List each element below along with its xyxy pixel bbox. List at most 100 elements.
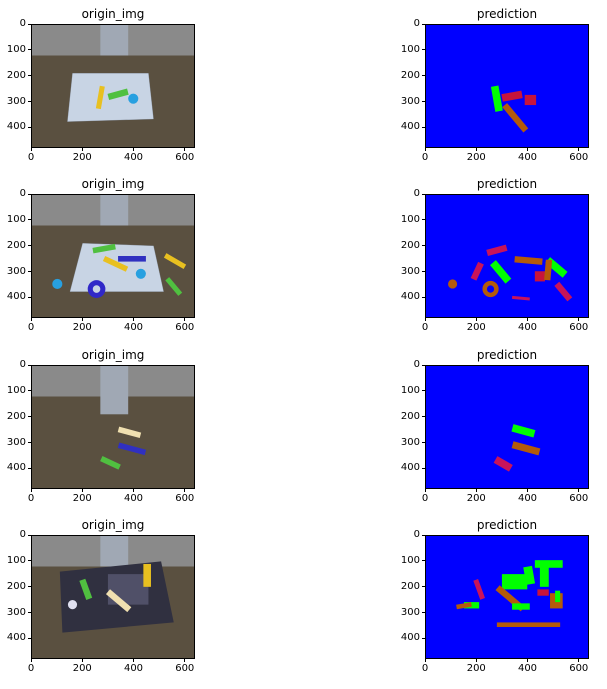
- prediction-mask-row-3: [425, 365, 589, 489]
- y-tick-label: 400: [6, 121, 26, 133]
- x-tick-mark: [30, 148, 32, 151]
- x-tick-mark: [578, 659, 580, 662]
- x-tick-mark: [81, 489, 83, 492]
- x-tick-mark: [527, 659, 528, 662]
- x-tick-label: 400: [517, 322, 538, 333]
- x-tick-label: 400: [123, 493, 144, 504]
- y-tick-mark: [28, 193, 31, 195]
- origin-title-row-4: origin_img: [81, 518, 145, 532]
- y-tick-mark: [422, 271, 425, 272]
- y-tick-mark: [28, 126, 31, 128]
- y-tick-mark: [28, 101, 31, 102]
- x-tick-label: 600: [569, 322, 589, 333]
- prediction-title-row-2: prediction: [476, 177, 538, 191]
- x-tick-mark: [527, 148, 528, 151]
- x-tick-mark: [578, 489, 580, 492]
- x-tick-label: 0: [27, 322, 35, 333]
- y-tick-label: 200: [6, 410, 26, 422]
- y-tick-label: 0: [19, 529, 26, 540]
- y-tick-label: 0: [19, 359, 26, 370]
- x-tick-mark: [527, 489, 528, 492]
- x-tick-mark: [184, 148, 186, 151]
- y-tick-mark: [422, 586, 425, 588]
- y-tick-mark: [28, 296, 31, 298]
- y-tick-label: 300: [400, 436, 420, 448]
- y-tick-mark: [422, 637, 425, 639]
- x-tick-label: 0: [421, 493, 429, 504]
- x-tick-label: 200: [72, 493, 92, 504]
- prediction-title-row-3: prediction: [476, 348, 538, 362]
- y-tick-mark: [28, 219, 31, 221]
- origin-title-row-1: origin_img: [81, 7, 145, 21]
- y-tick-mark: [28, 560, 31, 562]
- y-tick-mark: [422, 101, 425, 102]
- y-tick-label: 300: [6, 95, 26, 107]
- y-tick-label: 0: [413, 18, 420, 29]
- prediction-mask-row-4: [425, 535, 589, 659]
- origin-title-row-3: origin_img: [81, 348, 145, 362]
- x-tick-mark: [133, 489, 134, 492]
- y-tick-label: 300: [6, 265, 26, 277]
- origin-image-row-3: [31, 365, 195, 489]
- x-tick-mark: [424, 489, 426, 492]
- x-tick-mark: [81, 659, 83, 662]
- y-tick-label: 300: [6, 436, 26, 448]
- y-tick-label: 100: [6, 384, 26, 396]
- y-tick-mark: [422, 219, 425, 221]
- y-tick-mark: [422, 23, 425, 25]
- y-tick-label: 400: [400, 291, 420, 303]
- y-tick-mark: [422, 296, 425, 298]
- x-tick-mark: [30, 318, 32, 321]
- y-tick-mark: [28, 364, 31, 366]
- y-tick-mark: [422, 193, 425, 195]
- y-tick-label: 100: [400, 213, 420, 225]
- y-tick-mark: [422, 442, 425, 443]
- y-tick-label: 100: [400, 384, 420, 396]
- x-tick-mark: [475, 489, 477, 492]
- y-tick-label: 100: [6, 43, 26, 55]
- y-tick-label: 300: [6, 606, 26, 618]
- x-tick-mark: [81, 148, 83, 151]
- x-tick-mark: [424, 659, 426, 662]
- y-tick-mark: [28, 637, 31, 639]
- y-tick-label: 100: [6, 213, 26, 225]
- y-tick-mark: [422, 49, 425, 51]
- y-tick-label: 200: [400, 410, 420, 422]
- y-tick-label: 0: [19, 188, 26, 199]
- origin-image-row-4: [31, 535, 195, 659]
- x-tick-label: 200: [466, 322, 486, 333]
- y-tick-mark: [422, 126, 425, 128]
- x-tick-mark: [578, 318, 580, 321]
- x-tick-label: 0: [27, 493, 35, 504]
- y-tick-mark: [28, 245, 31, 247]
- y-tick-mark: [28, 416, 31, 418]
- prediction-title-row-4: prediction: [476, 518, 538, 532]
- x-tick-label: 0: [421, 152, 429, 163]
- y-tick-label: 100: [400, 43, 420, 55]
- y-tick-mark: [28, 23, 31, 25]
- y-tick-mark: [28, 75, 31, 77]
- y-tick-mark: [28, 442, 31, 443]
- y-tick-label: 0: [413, 188, 420, 199]
- y-tick-label: 300: [400, 95, 420, 107]
- y-tick-mark: [28, 49, 31, 51]
- x-tick-label: 200: [72, 152, 92, 163]
- prediction-mask-row-1: [425, 24, 589, 148]
- x-tick-mark: [133, 318, 134, 321]
- y-tick-mark: [422, 560, 425, 562]
- y-tick-label: 400: [400, 462, 420, 474]
- x-tick-label: 0: [421, 322, 429, 333]
- y-tick-label: 0: [413, 359, 420, 370]
- x-tick-mark: [475, 148, 477, 151]
- x-tick-mark: [184, 659, 186, 662]
- x-tick-mark: [30, 659, 32, 662]
- x-tick-label: 600: [175, 493, 195, 504]
- y-tick-label: 200: [400, 580, 420, 592]
- y-tick-label: 0: [413, 529, 420, 540]
- x-tick-label: 0: [27, 663, 35, 674]
- y-tick-mark: [422, 467, 425, 469]
- y-tick-label: 200: [6, 69, 26, 81]
- prediction-mask-row-2: [425, 194, 589, 318]
- x-tick-label: 200: [72, 663, 92, 674]
- x-tick-label: 400: [123, 663, 144, 674]
